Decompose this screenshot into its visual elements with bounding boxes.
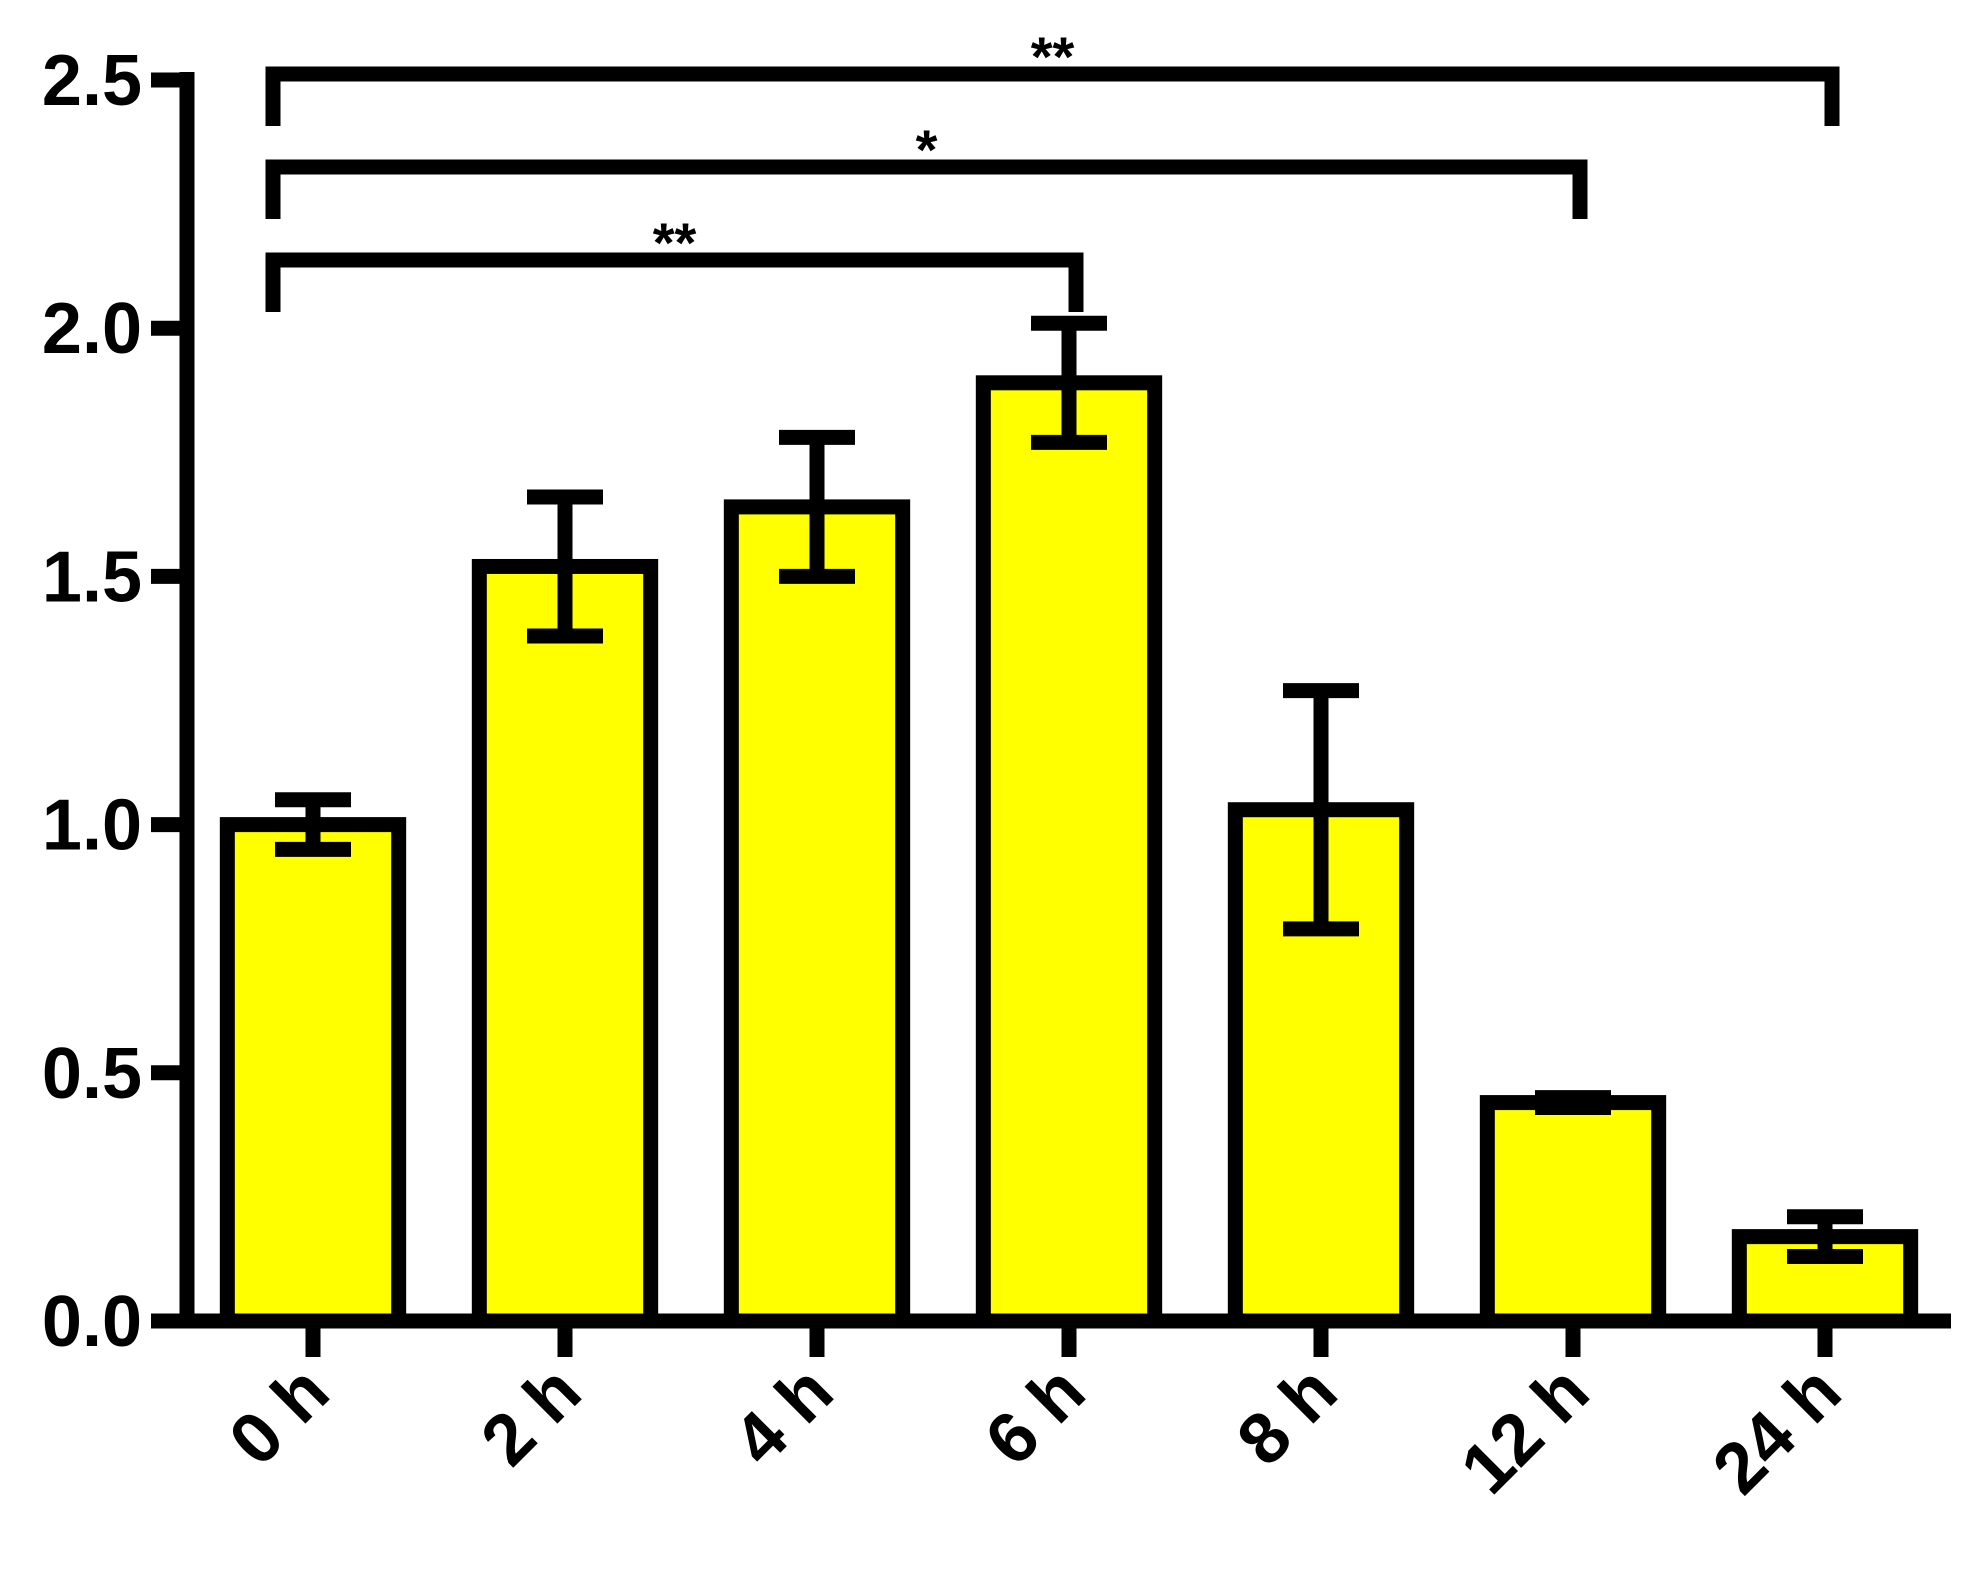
bar — [723, 499, 911, 1329]
x-tick-label: 0 h — [214, 1351, 344, 1481]
significance-label: ** — [653, 211, 697, 274]
x-tick-label: 6 h — [970, 1351, 1100, 1481]
significance-label: * — [916, 118, 938, 181]
significance-bracket — [265, 159, 1588, 219]
x-tick-label: 24 h — [1698, 1351, 1856, 1509]
y-tick-label: 0.0 — [42, 1282, 142, 1362]
significance-bracket — [265, 252, 1084, 312]
y-tick-label: 2.5 — [42, 41, 142, 121]
significance-bracket — [265, 66, 1840, 126]
significance-label: ** — [1031, 25, 1075, 88]
bar — [975, 375, 1163, 1329]
y-tick-label: 1.0 — [42, 786, 142, 866]
y-tick-label: 2.0 — [42, 289, 142, 369]
bar — [471, 558, 659, 1329]
bar — [1479, 1095, 1667, 1329]
x-tick-label: 12 h — [1446, 1351, 1604, 1509]
bar — [219, 817, 407, 1329]
y-tick-label: 0.5 — [42, 1034, 142, 1114]
x-tick-label: 8 h — [1222, 1351, 1352, 1481]
x-tick-label: 2 h — [466, 1351, 596, 1481]
y-tick-label: 1.5 — [42, 537, 142, 617]
x-tick-label: 4 h — [718, 1351, 848, 1481]
